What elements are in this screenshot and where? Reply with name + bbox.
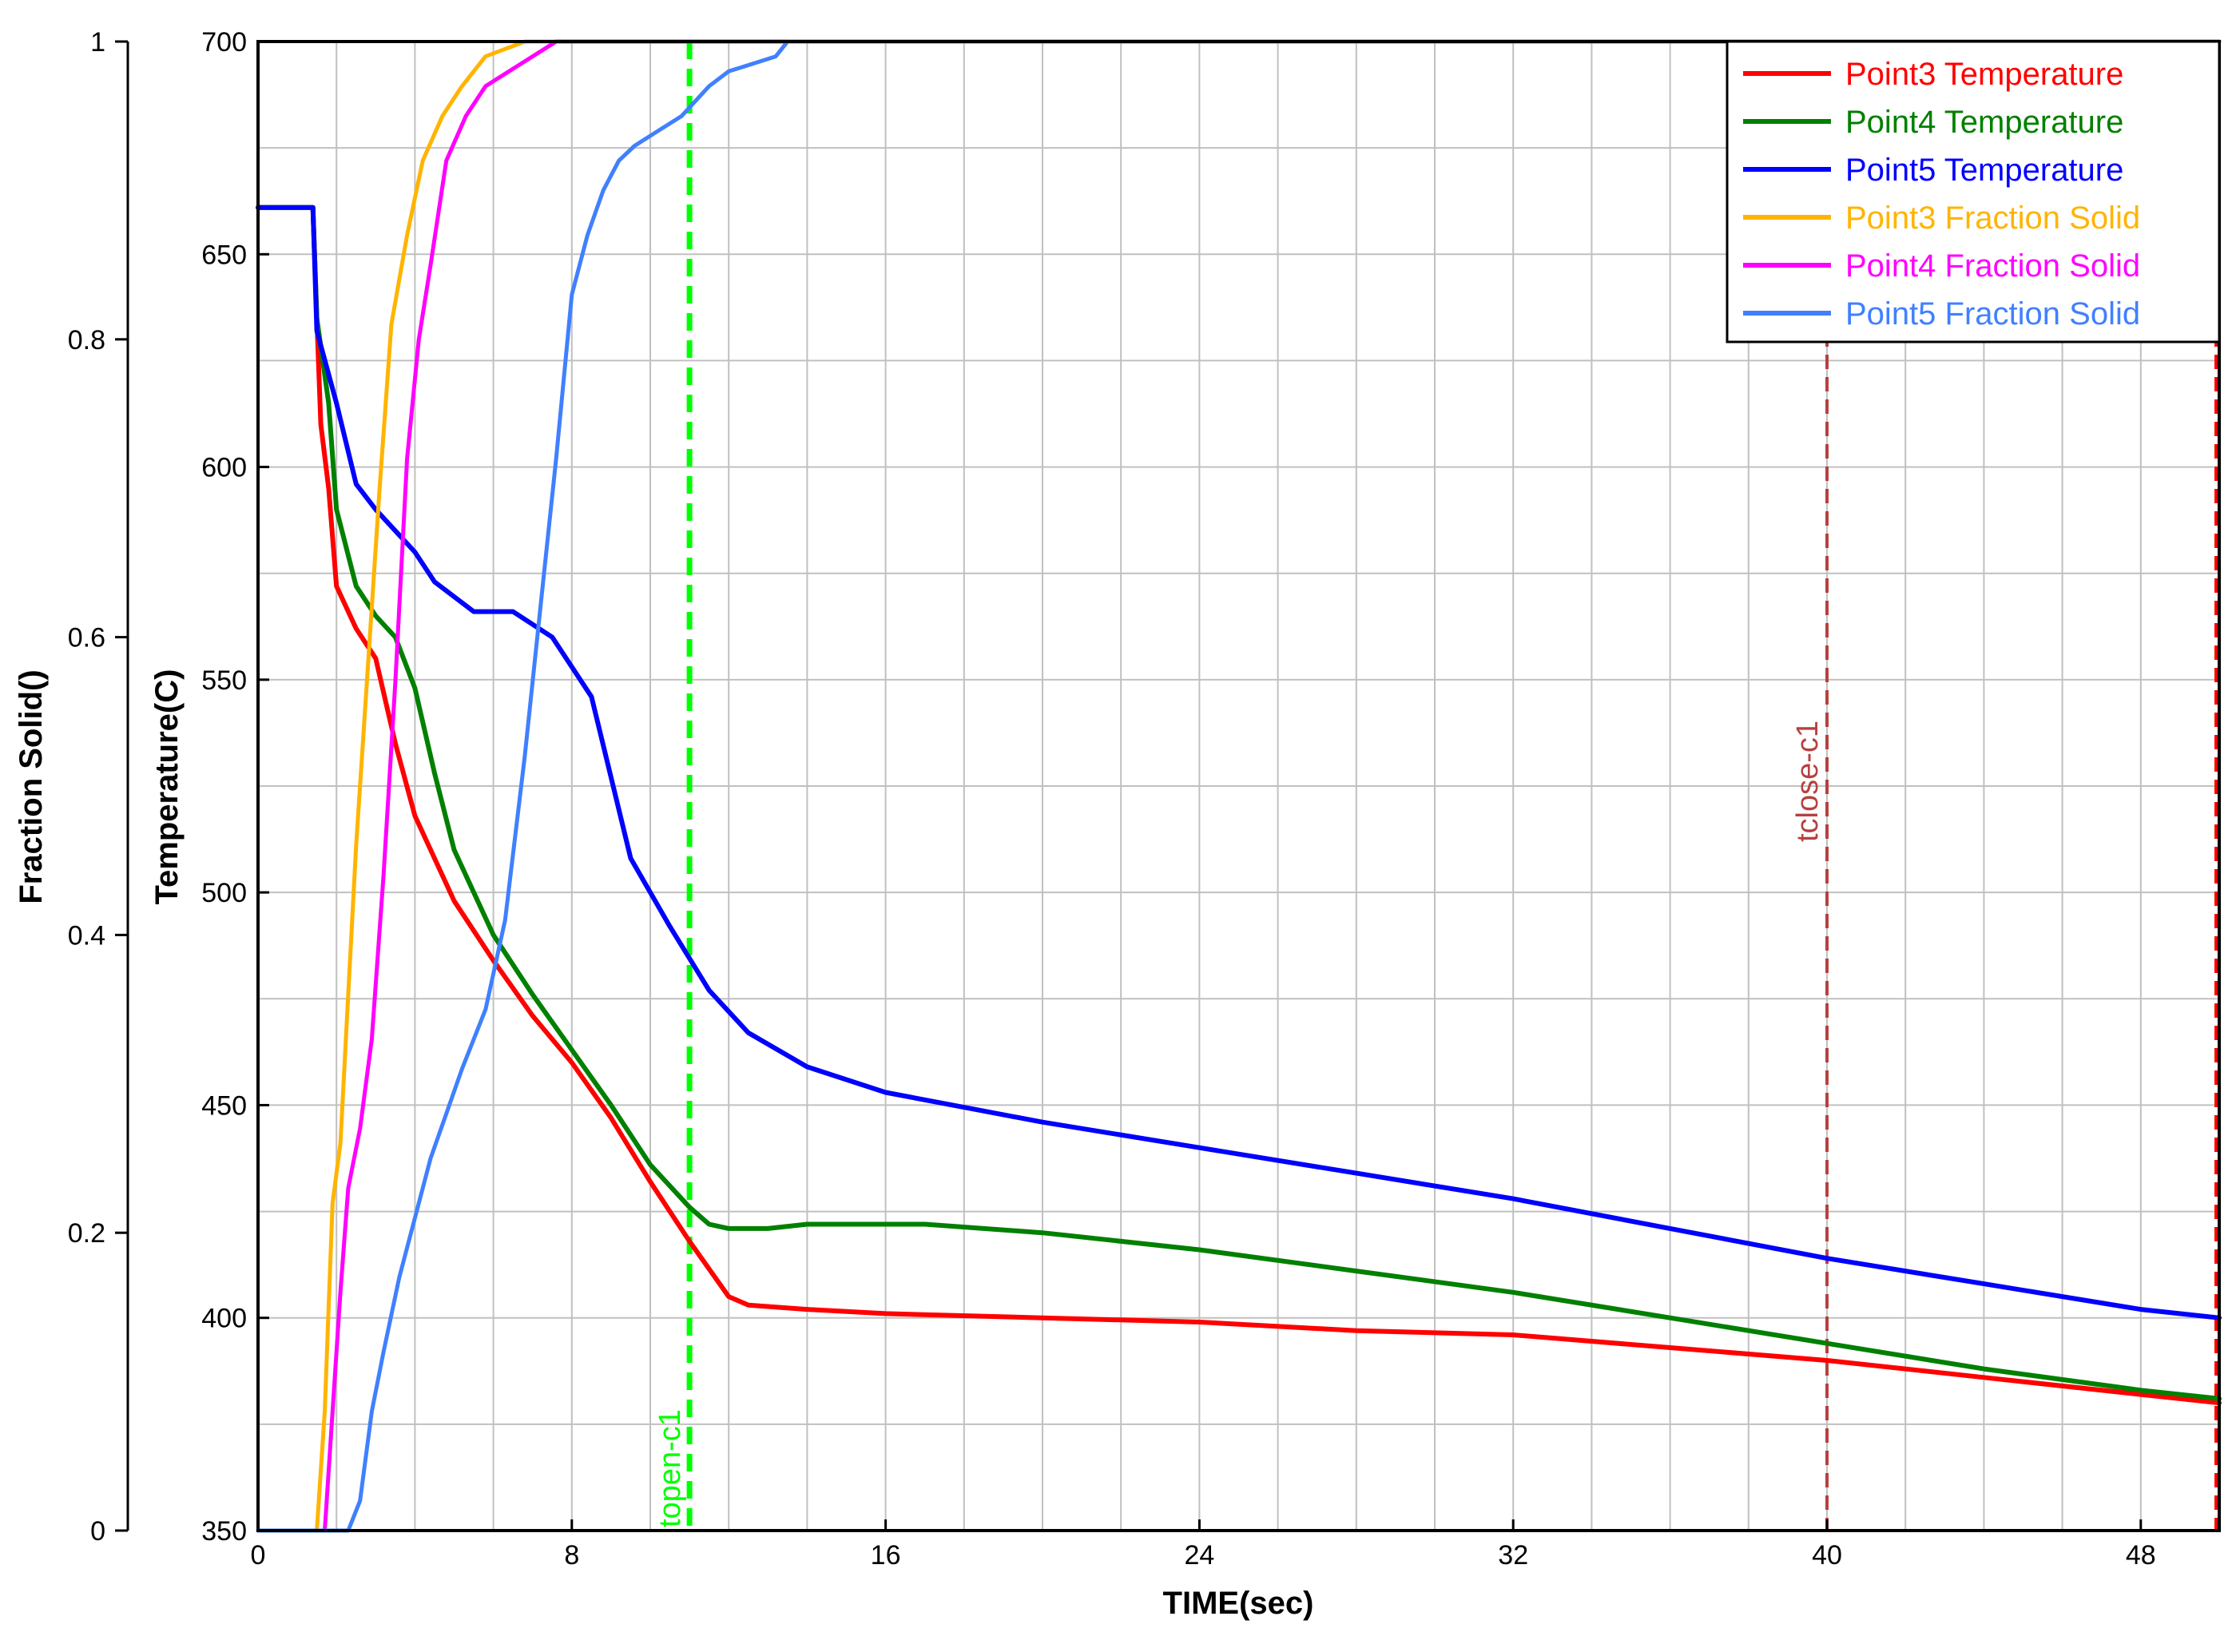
tick-labels: 0 8 16 24 32 40 48 350 400 450 500 550 600 650 700 0 0.2…: [68, 27, 2156, 1571]
temperature-axis-title: Temperature(C): [149, 669, 185, 905]
legend-entry-label: Point3 Temperature: [1845, 57, 2123, 92]
legend-entry-label: Point3 Fraction Solid: [1845, 201, 2140, 236]
legend-entry-label: Point4 Temperature: [1845, 105, 2123, 140]
x-tick-label: 32: [1498, 1540, 1528, 1571]
series-line-2: [256, 205, 2222, 1401]
series-line-5: [256, 39, 2222, 1533]
x-tick-label: 16: [871, 1540, 901, 1571]
temperature-tick-label: 650: [201, 240, 247, 270]
x-tick-label: 0: [251, 1540, 266, 1571]
temperature-tick-label: 350: [201, 1516, 247, 1547]
series-line-3: [256, 205, 2222, 1320]
temperature-tick-label: 550: [201, 665, 247, 696]
x-tick-label: 8: [564, 1540, 579, 1571]
legend-entry-label: Point5 Fraction Solid: [1845, 296, 2140, 332]
x-tick-label: 40: [1812, 1540, 1842, 1571]
temperature-tick-label: 450: [201, 1090, 247, 1121]
vertical-marker-label: tclose-c1: [1791, 721, 1825, 842]
x-tick-label: 24: [1184, 1540, 1214, 1571]
legend-entry-label: Point4 Fraction Solid: [1845, 248, 2140, 284]
temperature-tick-label: 600: [201, 453, 247, 483]
vertical-marker-label: topen-c1: [653, 1409, 687, 1527]
temperature-tick-label: 700: [201, 27, 247, 58]
fraction-tick-label: 0.6: [68, 623, 105, 653]
series-line-1: [256, 205, 2222, 1406]
fraction-tick-label: 1: [90, 27, 105, 58]
legend: Point3 Temperature Point4 Temperature Poin…: [1726, 40, 2221, 344]
temperature-tick-label: 500: [201, 878, 247, 908]
temperature-tick-label: 400: [201, 1304, 247, 1334]
fraction-tick-label: 0: [90, 1516, 105, 1547]
fraction-tick-label: 0.4: [68, 920, 105, 951]
legend-entry-label: Point5 Temperature: [1845, 153, 2123, 188]
axes: [115, 40, 2143, 1532]
series-lines: [256, 39, 2222, 1533]
plot-frame: [256, 40, 2221, 1532]
fraction-axis-title: Fraction Solid(): [14, 669, 49, 903]
fraction-tick-label: 0.8: [68, 325, 105, 355]
fraction-tick-label: 0.2: [68, 1218, 105, 1249]
x-tick-label: 48: [2126, 1540, 2156, 1571]
series-line-4: [256, 39, 2222, 1533]
legend-box: [1726, 40, 2221, 344]
x-axis-title: TIME(sec): [1163, 1586, 1314, 1621]
series-line-6: [256, 39, 2222, 1533]
